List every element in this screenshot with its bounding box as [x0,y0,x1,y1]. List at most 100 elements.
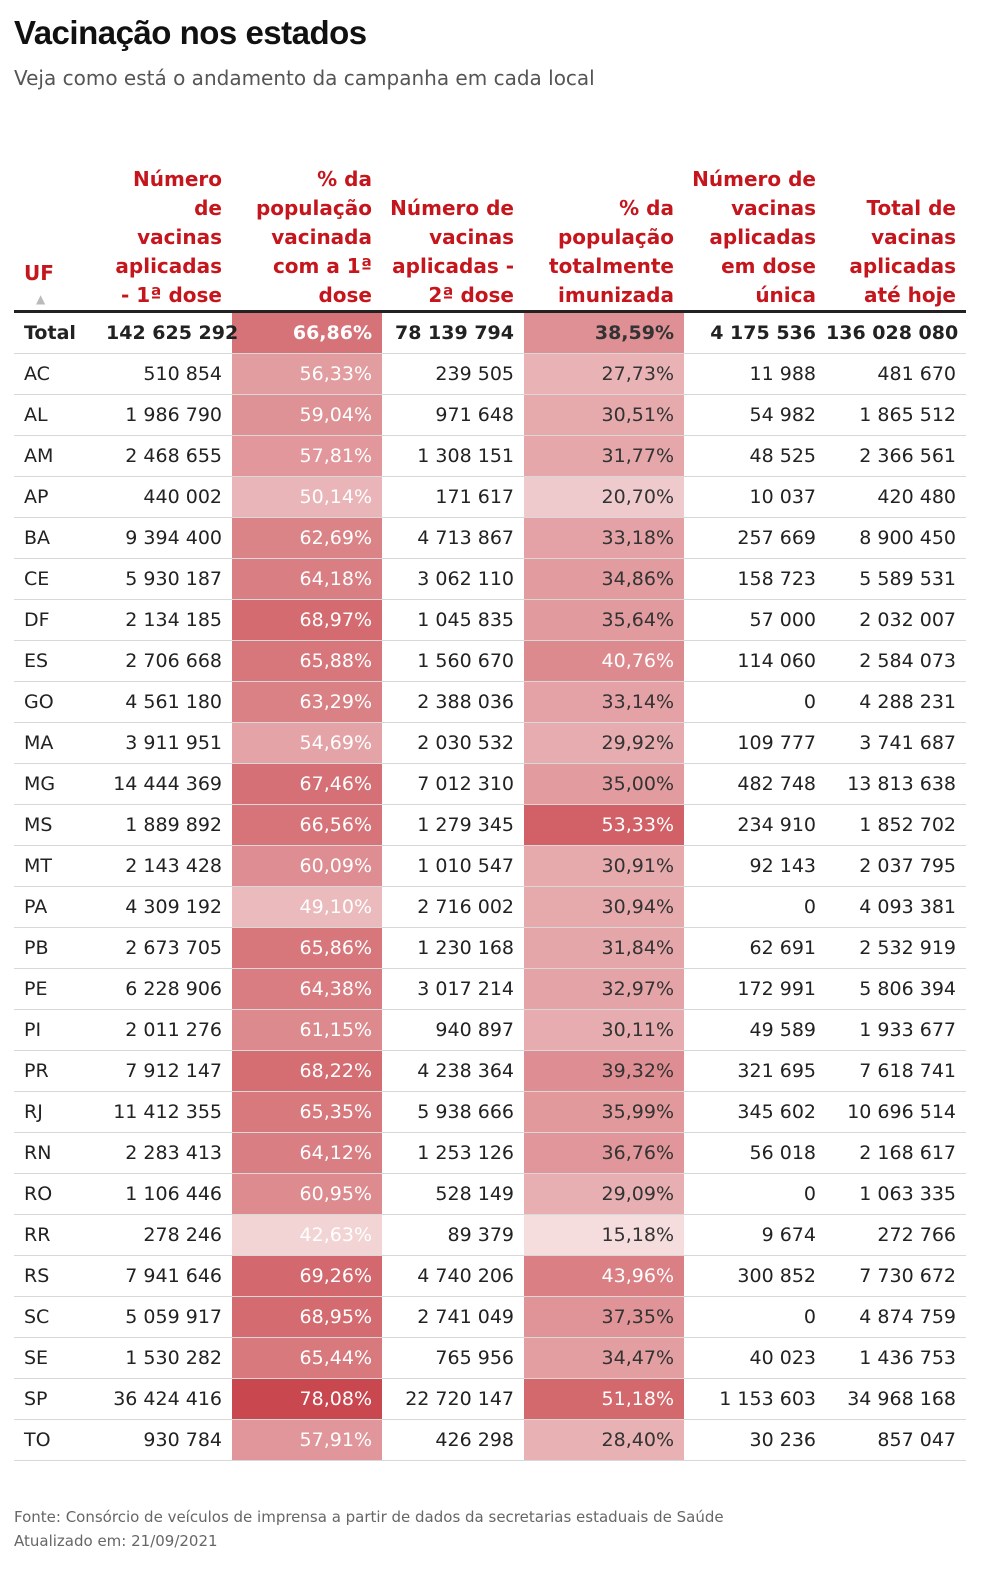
total-cell: 857 047 [826,1419,966,1461]
table-row: RJ 11 412 355 65,35% 5 938 666 35,99% 345 602… [14,1091,966,1133]
table-row: GO 4 561 180 63,29% 2 388 036 33,14% 0 4 288 2… [14,681,966,723]
fully-immunized-pct-cell: 39,32% [524,1050,684,1092]
first-dose-cell: 14 444 369 [106,763,232,805]
total-cell: 481 670 [826,353,966,395]
total-cell: 272 766 [826,1214,966,1256]
second-dose-cell: 1 279 345 [382,804,524,846]
page-title: Vacinação nos estados [14,14,367,51]
first-dose-pct-cell: 42,63% [232,1214,382,1256]
fully-immunized-pct-cell: 30,94% [524,886,684,928]
second-dose-cell: 2 716 002 [382,886,524,928]
first-dose-pct-cell: 49,10% [232,886,382,928]
fully-immunized-pct-cell: 29,09% [524,1173,684,1215]
single-dose-cell: 158 723 [684,558,826,600]
fully-immunized-pct-cell: 35,00% [524,763,684,805]
total-cell: 10 696 514 [826,1091,966,1133]
column-header-fully-immunized-pct[interactable]: % da população totalmente imunizada [524,132,684,313]
column-header-second-dose[interactable]: Número de vacinas aplicadas - 2ª dose [382,132,524,313]
single-dose-cell: 321 695 [684,1050,826,1092]
single-dose-cell: 92 143 [684,845,826,887]
first-dose-cell: 930 784 [106,1419,232,1461]
table-row: MS 1 889 892 66,56% 1 279 345 53,33% 234 910 1… [14,804,966,846]
first-dose-cell: 5 930 187 [106,558,232,600]
second-dose-cell: 2 741 049 [382,1296,524,1338]
first-dose-cell: 142 625 292 [106,311,238,354]
first-dose-cell: 1 530 282 [106,1337,232,1379]
first-dose-pct-cell: 78,08% [232,1378,382,1420]
first-dose-pct-cell: 69,26% [232,1255,382,1297]
column-header-uf[interactable]: UF ▲ [14,132,106,313]
total-cell: 2 037 795 [826,845,966,887]
second-dose-cell: 426 298 [382,1419,524,1461]
first-dose-pct-cell: 62,69% [232,517,382,559]
fully-immunized-pct-cell: 37,35% [524,1296,684,1338]
first-dose-pct-cell: 61,15% [232,1009,382,1051]
first-dose-pct-cell: 65,35% [232,1091,382,1133]
second-dose-cell: 171 617 [382,476,524,518]
column-header-first-dose[interactable]: Número de vacinas aplicadas - 1ª dose [106,132,232,313]
single-dose-cell: 56 018 [684,1132,826,1174]
uf-cell: AC [14,353,106,395]
fully-immunized-pct-cell: 31,84% [524,927,684,969]
single-dose-cell: 0 [684,681,826,723]
total-cell: 2 584 073 [826,640,966,682]
single-dose-cell: 1 153 603 [684,1378,826,1420]
total-cell: 13 813 638 [826,763,966,805]
second-dose-cell: 4 238 364 [382,1050,524,1092]
first-dose-pct-cell: 65,86% [232,927,382,969]
sort-ascending-icon[interactable]: ▲ [36,292,46,306]
table-row: PB 2 673 705 65,86% 1 230 168 31,84% 62 691 2 … [14,927,966,969]
first-dose-cell: 5 059 917 [106,1296,232,1338]
uf-cell: SC [14,1296,106,1338]
first-dose-pct-cell: 57,81% [232,435,382,477]
column-header-first-dose-pct[interactable]: % da população vacinada com a 1ª dose [232,132,382,313]
column-header-single-dose[interactable]: Número de vacinas aplicadas em dose únic… [684,132,826,313]
uf-cell: PI [14,1009,106,1051]
single-dose-cell: 109 777 [684,722,826,764]
fully-immunized-pct-cell: 36,76% [524,1132,684,1174]
table-row: TO 930 784 57,91% 426 298 28,40% 30 236 857 04… [14,1419,966,1461]
table-row-total: Total 142 625 292 66,86% 78 139 794 38,59% 4 … [14,311,966,354]
single-dose-cell: 345 602 [684,1091,826,1133]
total-cell: 2 032 007 [826,599,966,641]
uf-cell: TO [14,1419,106,1461]
single-dose-cell: 114 060 [684,640,826,682]
table-row: SE 1 530 282 65,44% 765 956 34,47% 40 023 1 43… [14,1337,966,1379]
table-row: BA 9 394 400 62,69% 4 713 867 33,18% 257 669 8… [14,517,966,559]
second-dose-cell: 78 139 794 [382,311,524,354]
second-dose-cell: 4 740 206 [382,1255,524,1297]
first-dose-cell: 1 986 790 [106,394,232,436]
uf-cell: Total [14,311,106,354]
uf-cell: GO [14,681,106,723]
fully-immunized-pct-cell: 53,33% [524,804,684,846]
uf-cell: MS [14,804,106,846]
total-cell: 136 028 080 [826,311,966,354]
uf-cell: RJ [14,1091,106,1133]
first-dose-cell: 440 002 [106,476,232,518]
second-dose-cell: 1 010 547 [382,845,524,887]
table-row: AL 1 986 790 59,04% 971 648 30,51% 54 982 1 86… [14,394,966,436]
uf-cell: SP [14,1378,106,1420]
fully-immunized-pct-cell: 34,47% [524,1337,684,1379]
single-dose-cell: 482 748 [684,763,826,805]
second-dose-cell: 4 713 867 [382,517,524,559]
table-row: AC 510 854 56,33% 239 505 27,73% 11 988 481 67… [14,353,966,395]
second-dose-cell: 22 720 147 [382,1378,524,1420]
single-dose-cell: 30 236 [684,1419,826,1461]
table-row: RN 2 283 413 64,12% 1 253 126 36,76% 56 018 2 … [14,1132,966,1174]
first-dose-cell: 278 246 [106,1214,232,1256]
uf-cell: AM [14,435,106,477]
total-cell: 5 806 394 [826,968,966,1010]
second-dose-cell: 3 017 214 [382,968,524,1010]
fully-immunized-pct-cell: 29,92% [524,722,684,764]
fully-immunized-pct-cell: 35,64% [524,599,684,641]
single-dose-cell: 48 525 [684,435,826,477]
second-dose-cell: 765 956 [382,1337,524,1379]
first-dose-pct-cell: 60,09% [232,845,382,887]
first-dose-pct-cell: 60,95% [232,1173,382,1215]
fully-immunized-pct-cell: 34,86% [524,558,684,600]
total-cell: 1 865 512 [826,394,966,436]
column-header-total[interactable]: Total de vacinas aplicadas até hoje [826,132,966,313]
second-dose-cell: 7 012 310 [382,763,524,805]
uf-cell: AL [14,394,106,436]
